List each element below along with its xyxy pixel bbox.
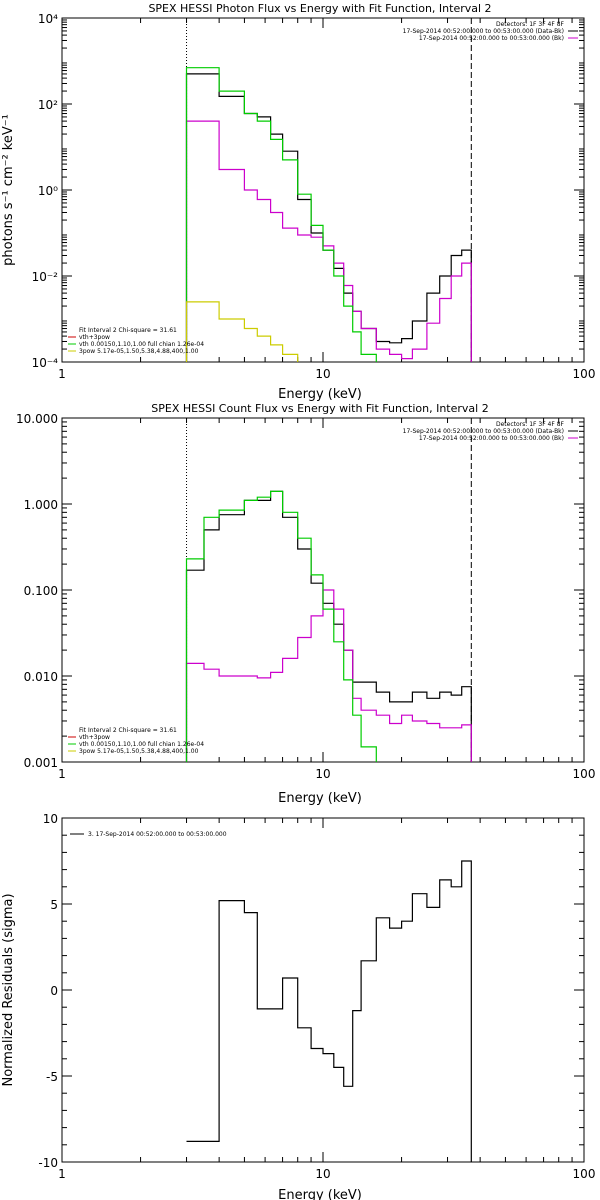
y-tick-label: 10⁰ [38, 184, 58, 198]
x-tick-label: 10 [315, 767, 330, 781]
photon-flux-ylabel: photons s⁻¹ cm⁻² keV⁻¹ [1, 114, 16, 266]
x-tick-label: 1 [58, 1167, 66, 1181]
y-tick-label: -10 [38, 1156, 58, 1170]
y-tick-label: 10.000 [16, 412, 58, 426]
y-tick-label: -5 [46, 1070, 58, 1084]
legend-bottomleft-entry: Fit Interval 2 Chi-square = 31.61 [79, 727, 177, 734]
legend-topright-entry: 17-Sep-2014 00:52:00.000 to 00:53:00.000… [403, 28, 564, 35]
legend-bottomleft-entry: 3pow 5.17e-05,1.50,5.38,4.88,400,1.00 [79, 348, 199, 355]
y-tick-label: 0.100 [24, 584, 58, 598]
series-3-line [185, 301, 299, 362]
residuals-xlabel: Energy (keV) [278, 1188, 362, 1200]
x-tick-label: 10 [315, 1167, 330, 1181]
count-flux-title: SPEX HESSI Count Flux vs Energy with Fit… [151, 402, 488, 415]
x-tick-label: 1 [58, 367, 66, 381]
x-tick-label: 100 [573, 367, 596, 381]
legend-bottomleft-entry: Fit Interval 2 Chi-square = 31.61 [79, 327, 177, 334]
plot-frame [61, 817, 585, 1163]
plot-frame [61, 17, 585, 363]
photon-flux-xlabel: Energy (keV) [278, 387, 362, 402]
y-tick-label: 10⁴ [38, 12, 58, 26]
legend-bottomleft-entry: vth 0.00150,1.10,1.00 full chian 1.26e-0… [79, 741, 204, 748]
legend-topright-entry: 17-Sep-2014 00:52:00.000 to 00:53:00.000… [403, 428, 564, 435]
residuals-panel: Energy (keV) Normalized Residuals (sigma… [1, 812, 595, 1200]
series-0-line [185, 73, 472, 362]
y-tick-label: 5 [50, 898, 58, 912]
y-tick-label: 0 [50, 984, 58, 998]
x-tick-label: 100 [573, 767, 596, 781]
legend-topright-entry: 17-Sep-2014 00:52:00.000 to 00:53:00.000… [419, 35, 564, 42]
residuals-ylabel: Normalized Residuals (sigma) [1, 893, 16, 1086]
legend-topright-entry: 17-Sep-2014 00:52:00.000 to 00:53:00.000… [419, 435, 564, 442]
y-tick-label: 1.000 [24, 498, 58, 512]
x-tick-label: 1 [58, 767, 66, 781]
y-tick-label: 10⁻⁴ [32, 356, 59, 370]
legend-bottomleft-entry: vth+3pow [79, 334, 110, 341]
series-0-line [186, 860, 472, 1162]
y-tick-label: 0.001 [24, 756, 58, 770]
count-flux-panel: SPEX HESSI Count Flux vs Energy with Fit… [16, 402, 595, 806]
legend-topright-entry: Detectors: 1F 3F 4F 8F [496, 21, 565, 28]
x-tick-label: 10 [315, 367, 330, 381]
series-1-line [185, 589, 472, 762]
series-0-line [185, 490, 472, 762]
series-2-line [185, 67, 377, 362]
photon-flux-title: SPEX HESSI Photon Flux vs Energy with Fi… [148, 2, 491, 15]
legend-topright-entry: Detectors: 1F 3F 4F 8F [496, 421, 565, 428]
legend-topleft-entry: 3. 17-Sep-2014 00:52:00.000 to 00:53:00.… [88, 831, 227, 838]
photon-flux-panel: SPEX HESSI Photon Flux vs Energy with Fi… [1, 2, 596, 402]
legend-bottomleft-entry: vth+3pow [79, 734, 110, 741]
x-tick-label: 100 [573, 1167, 596, 1181]
y-tick-label: 10² [38, 98, 58, 112]
y-tick-label: 0.010 [24, 670, 58, 684]
legend-bottomleft-entry: 3pow 5.17e-05,1.50,5.38,4.88,400,1.00 [79, 748, 199, 755]
series-2-line [185, 490, 377, 762]
series-1-line [185, 120, 472, 362]
y-tick-label: 10⁻² [32, 270, 59, 284]
legend-bottomleft-entry: vth 0.00150,1.10,1.00 full chian 1.26e-0… [79, 341, 204, 348]
y-tick-label: 10 [43, 812, 58, 826]
count-flux-xlabel: Energy (keV) [278, 791, 362, 806]
